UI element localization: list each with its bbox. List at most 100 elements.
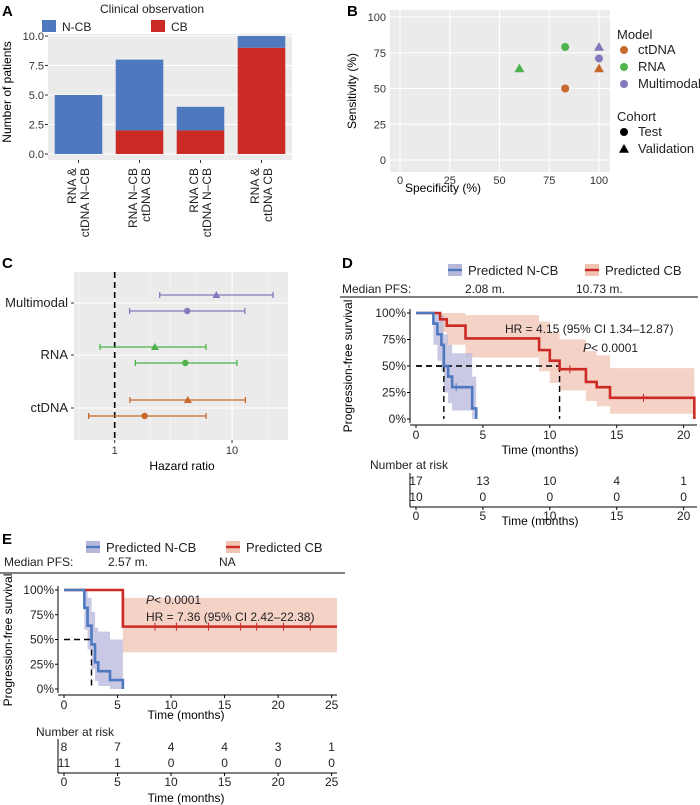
panel-d-y-tick-label: 50%: [382, 359, 406, 373]
panel-e-x-tick-label: 10: [164, 698, 178, 712]
panel-d-y-tick-label: 0%: [389, 412, 407, 426]
panel-b-point: [561, 84, 570, 93]
panel-b-legend-model-key: [620, 80, 628, 88]
panel-a-bar-ncb: [54, 95, 103, 154]
panel-c-hr-point: [212, 291, 221, 298]
panel-a-bar-cb: [115, 130, 164, 154]
panel-a-y-tick-label: 7.5: [29, 61, 44, 73]
panel-d-y-tick-label: 75%: [382, 333, 406, 347]
panel-b-legend-model-label: Multimodal: [638, 76, 700, 91]
panel-d-km-plot: 0% 25% 50% 75% 100% 0 5 10 15 20: [375, 306, 697, 442]
panel-d-risk-ncb-count: 10: [409, 490, 423, 504]
panel-a: A Clinical observation N-CB CB 0.0 2.5 5.0…: [0, 2, 292, 237]
panel-a-bar-cb: [176, 130, 225, 154]
panel-d-risk-ncb-count: 0: [680, 490, 687, 504]
panel-a-x-tick-label: RNA N–CB ctDNA CB: [126, 168, 153, 228]
panel-c-x-tick-label: 1: [112, 445, 118, 457]
panel-c-estimates: [88, 291, 274, 420]
panel-c-hr-point: [184, 307, 191, 315]
panel-b-legend-model-key: [620, 63, 628, 71]
panel-a-legend-title: Clinical observation: [100, 2, 204, 16]
panel-d-risk-ncb-count: 0: [546, 490, 553, 504]
panel-e-x-tick-label: 20: [271, 698, 285, 712]
panel-e-risk-x-title: Time (months): [148, 791, 225, 805]
panel-d-median-cb: 10.73 m.: [576, 282, 623, 296]
panel-d: D Predicted N-CB Predicted CB Median PFS:…: [340, 255, 698, 528]
panel-c-row-label: ctDNA: [30, 400, 68, 415]
panel-d-median-label: Median PFS:: [342, 282, 411, 296]
panel-b-legend-model-title: Model: [617, 27, 653, 42]
panel-d-risk-ncb-count: 0: [480, 490, 487, 504]
panel-b: B 00 25 25 50 50 75 75 100 100 Specificity (%) S…: [345, 3, 700, 195]
panel-c-row-label: Multimodal: [5, 295, 68, 310]
panel-e-median-ncb: 2.57 m.: [108, 555, 148, 569]
panel-b-grid: [390, 10, 610, 172]
panel-e-legend-label: Predicted N-CB: [106, 540, 196, 555]
panel-e-y-title: Progression-free survival: [1, 574, 15, 707]
legend-ncb-swatch: [42, 20, 56, 32]
panel-a-y-title: Number of patients: [0, 41, 14, 142]
panel-b-legend-model-label: ctDNA: [638, 42, 676, 57]
panel-e-x-tick-label: 5: [114, 698, 121, 712]
panel-d-risk-cb-count: 17: [409, 474, 423, 488]
panel-b-legend-cohort-label: Validation: [638, 141, 694, 156]
panel-e-risk-x-tick-label: 15: [218, 775, 232, 789]
panel-b-legend-cohorts: Test Validation: [619, 124, 694, 156]
panel-d-risk-ncb-count: 0: [613, 490, 620, 504]
panel-a-y-tick-label: 2.5: [29, 120, 44, 132]
panel-c-x-title: Hazard ratio: [149, 459, 215, 473]
panel-a-x-tick-line: RNA CB: [187, 168, 201, 213]
panel-e-ci-band-cb: [64, 590, 337, 653]
panel-d-risk-cb-count: 10: [543, 474, 557, 488]
legend-cb-swatch: [151, 20, 165, 32]
panel-e-km-plot: 0% 25% 50% 75% 100% 0 5 10 15 20 25: [23, 583, 338, 712]
panel-e-risk-cb-count: 7: [114, 740, 121, 754]
panel-e-risk-cb-count: 4: [221, 740, 228, 754]
panel-b-ticks: 00 25 25 50 50 75 75 100 100: [368, 12, 609, 187]
panel-e-label: E: [2, 531, 12, 548]
panel-a-bar-cb: [237, 47, 286, 154]
panel-d-risk-x-tick-label: 15: [610, 509, 624, 523]
panel-b-point: [594, 63, 604, 73]
panel-e-risk-x-tick-label: 10: [164, 775, 178, 789]
panel-a-x-ticks: RNA & ctDNA N–CB RNA N–CB ctDNA CB RNA CB ctD…: [65, 160, 275, 237]
panel-c: C Multimodal RNA ctDNA 1 10 Hazard ratio: [2, 255, 288, 473]
panel-d-x-tick-label: 5: [480, 428, 487, 442]
panel-d-median-ncb: 2.08 m.: [465, 282, 505, 296]
panel-e-risk-x-tick-label: 20: [271, 775, 285, 789]
panel-e-risk-x-tick-label: 0: [61, 775, 68, 789]
panel-e-curve-cb: [64, 588, 337, 628]
panel-e-y-tick-label: 75%: [30, 608, 54, 622]
legend-ncb-label: N-CB: [62, 20, 91, 34]
panel-e-y-tick-label: 50%: [30, 633, 54, 647]
panel-e-x-tick-label: 25: [325, 698, 339, 712]
panel-e-risk-cb-count: 8: [61, 740, 68, 754]
panel-b-legend-cohort-label: Test: [638, 124, 662, 139]
panel-d-risk-cb-count: 4: [613, 474, 620, 488]
panel-e-risk-ncb-count: 0: [221, 756, 228, 770]
panel-e-x-title: Time (months): [148, 708, 225, 722]
panel-e-x-tick-label: 15: [218, 698, 232, 712]
panel-d-x-title: Time (months): [502, 443, 579, 457]
panel-a-y-tick-label: 10.0: [23, 31, 44, 43]
panel-d-y-title: Progression-free survival: [341, 300, 355, 433]
panel-a-bar-ncb: [176, 106, 225, 131]
panel-d-risk-x-title: Time (months): [502, 514, 579, 528]
panel-e-p-value: < 0.0001: [154, 593, 201, 607]
panel-e-curve-ncb: [64, 588, 125, 689]
panel-a-y-tick-label: 5.0: [29, 90, 44, 102]
panel-b-x-tick-label: 50: [493, 175, 505, 187]
panel-e-legend-label: Predicted CB: [246, 540, 323, 555]
panel-e-x-tick-label: 0: [61, 698, 68, 712]
panel-d-y-tick-label: 25%: [382, 386, 406, 400]
panel-d-risk-x-tick-label: 5: [480, 509, 487, 523]
panel-a-x-tick-label: RNA & ctDNA N–CB: [65, 168, 92, 237]
panel-b-x-tick-label: 75: [543, 175, 555, 187]
panel-c-row-label: RNA: [41, 347, 69, 362]
panel-b-points: [514, 42, 604, 93]
panel-e: E Predicted N-CB Predicted CB Median PFS:…: [0, 531, 345, 805]
panel-a-x-tick-label: RNA & ctDNA CB: [248, 168, 275, 222]
panel-c-hr-point: [183, 396, 192, 403]
panel-e-median-label: Median PFS:: [4, 555, 73, 569]
